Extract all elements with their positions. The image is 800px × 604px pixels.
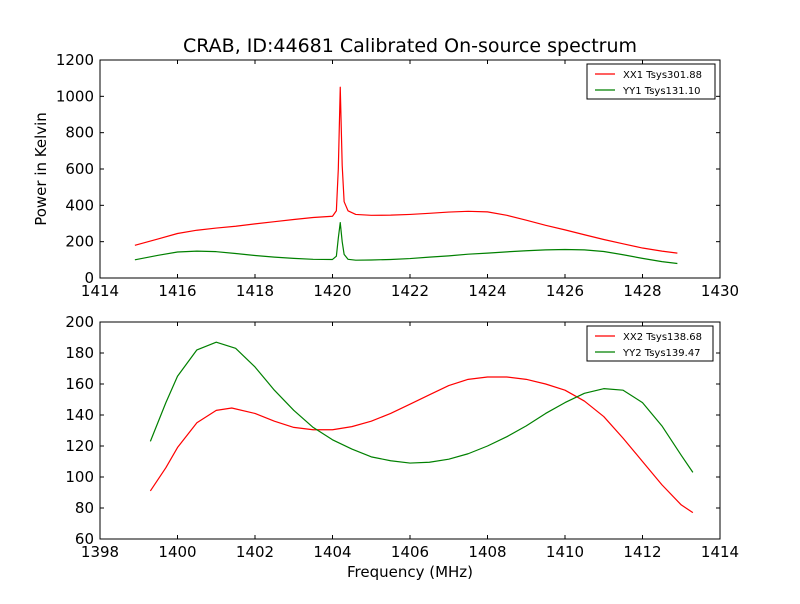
legend: XX1 Tsys301.88 YY1 Tsys131.10 (586, 63, 716, 100)
chart-title: CRAB, ID:44681 Calibrated On-source spec… (183, 35, 637, 57)
x-tick-label: 1416 (158, 282, 196, 300)
series-line-1-1 (134, 86, 678, 254)
series-line-2-2 (149, 341, 694, 473)
legend: XX2 Tsys138.68 YY2 Tsys139.47 (586, 325, 714, 362)
y-tick-label: 800 (65, 124, 94, 142)
x-tick-label: 1414 (81, 282, 119, 300)
y-tick-label: 80 (75, 499, 94, 517)
x-tick-label: 1404 (313, 543, 351, 561)
x-tick-label: 1424 (468, 282, 506, 300)
x-tick-label: 1406 (391, 543, 429, 561)
legend-entry: YY1 Tsys131.10 (622, 86, 701, 97)
x-tick-label: 1426 (546, 282, 584, 300)
y-axis-label: Power in Kelvin (32, 112, 50, 226)
y-tick-label: 60 (75, 530, 94, 548)
legend-box (586, 63, 716, 100)
series-line-2-1 (149, 376, 694, 514)
y-tick-label: 200 (65, 313, 94, 331)
y-tick-label: 600 (65, 160, 94, 178)
x-tick-label: 1428 (623, 282, 661, 300)
y-tick-label: 1000 (56, 87, 94, 105)
x-tick-label: 1418 (236, 282, 274, 300)
x-axis-label: Frequency (MHz) (347, 563, 473, 581)
x-tick-label: 1398 (81, 543, 119, 561)
series-line-1-2 (134, 221, 678, 265)
x-tick-label: 1422 (391, 282, 429, 300)
y-tick-label: 120 (65, 437, 94, 455)
x-tick-label: 1400 (158, 543, 196, 561)
chart-panel-1: 1414 1416 1418 1420 1422 1424 1426 1428 1430 0 200… (32, 51, 739, 300)
y-tick-label: 140 (65, 406, 94, 424)
x-tick-label: 1430 (701, 282, 739, 300)
y-tick-label: 100 (65, 468, 94, 486)
y-tick-label: 400 (65, 196, 94, 214)
legend-entry: XX1 Tsys301.88 (623, 70, 702, 81)
y-tick-label: 160 (65, 375, 94, 393)
legend-entry: YY2 Tsys139.47 (622, 348, 701, 359)
x-tick-label: 1408 (468, 543, 506, 561)
y-tick-label: 180 (65, 344, 94, 362)
y-tick-label: 200 (65, 233, 94, 251)
y-tick-label: 0 (84, 269, 94, 287)
x-tick-label: 1412 (623, 543, 661, 561)
x-tick-label: 1420 (313, 282, 351, 300)
x-tick-label: 1402 (236, 543, 274, 561)
x-tick-label: 1414 (701, 543, 739, 561)
chart-panel-2: 1398 1400 1402 1404 1406 1408 1410 1412 1414 60 80… (65, 313, 739, 581)
y-tick-label: 1200 (56, 51, 94, 69)
legend-entry: XX2 Tsys138.68 (623, 332, 702, 343)
x-tick-label: 1410 (546, 543, 584, 561)
legend-box (586, 325, 714, 362)
